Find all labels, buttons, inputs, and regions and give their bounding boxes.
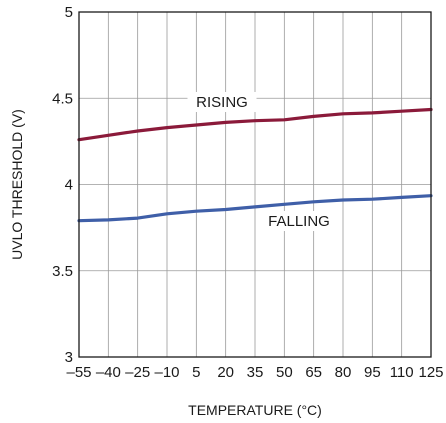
x-tick-label: 125 (418, 364, 443, 381)
x-tick-label: 65 (305, 364, 322, 381)
x-tick-label: –25 (125, 364, 150, 381)
y-tick-label: 3 (65, 349, 73, 366)
annotation-falling: FALLING (268, 213, 330, 230)
x-tick-label: 110 (390, 364, 414, 381)
tick-labels: –55 –40 –25 –10 5 20 35 50 65 80 95 110 125 3 3.5 4 4.5 5 (52, 4, 443, 381)
plot-frame (78, 11, 432, 358)
x-tick-label: 95 (364, 364, 381, 381)
series-line-rising (77, 107, 433, 142)
x-tick-label: 35 (247, 364, 264, 381)
series-line-falling (77, 194, 433, 223)
y-tick-label: 4.5 (52, 90, 73, 107)
series-lines (77, 107, 433, 223)
x-tick-label: –40 (96, 364, 121, 381)
annotation-rising: RISING (196, 94, 248, 111)
x-tick-label: 20 (217, 364, 234, 381)
annotation-background (259, 211, 339, 231)
x-tick-label: 50 (276, 364, 293, 381)
x-tick-label: –10 (154, 364, 179, 381)
x-tick-label: 80 (335, 364, 352, 381)
x-tick-label: –55 (66, 364, 91, 381)
annotation-background (187, 92, 257, 112)
x-tick-label: 5 (192, 364, 200, 381)
y-tick-label: 3.5 (52, 263, 73, 280)
y-tick-label: 5 (65, 4, 73, 21)
annotations: RISING FALLING (187, 92, 339, 231)
y-axis-label: UVLO THRESHOLD (V) (9, 109, 25, 260)
grid (79, 12, 431, 357)
x-axis-label: TEMPERATURE (°C) (188, 402, 322, 418)
y-tick-label: 4 (65, 177, 73, 194)
